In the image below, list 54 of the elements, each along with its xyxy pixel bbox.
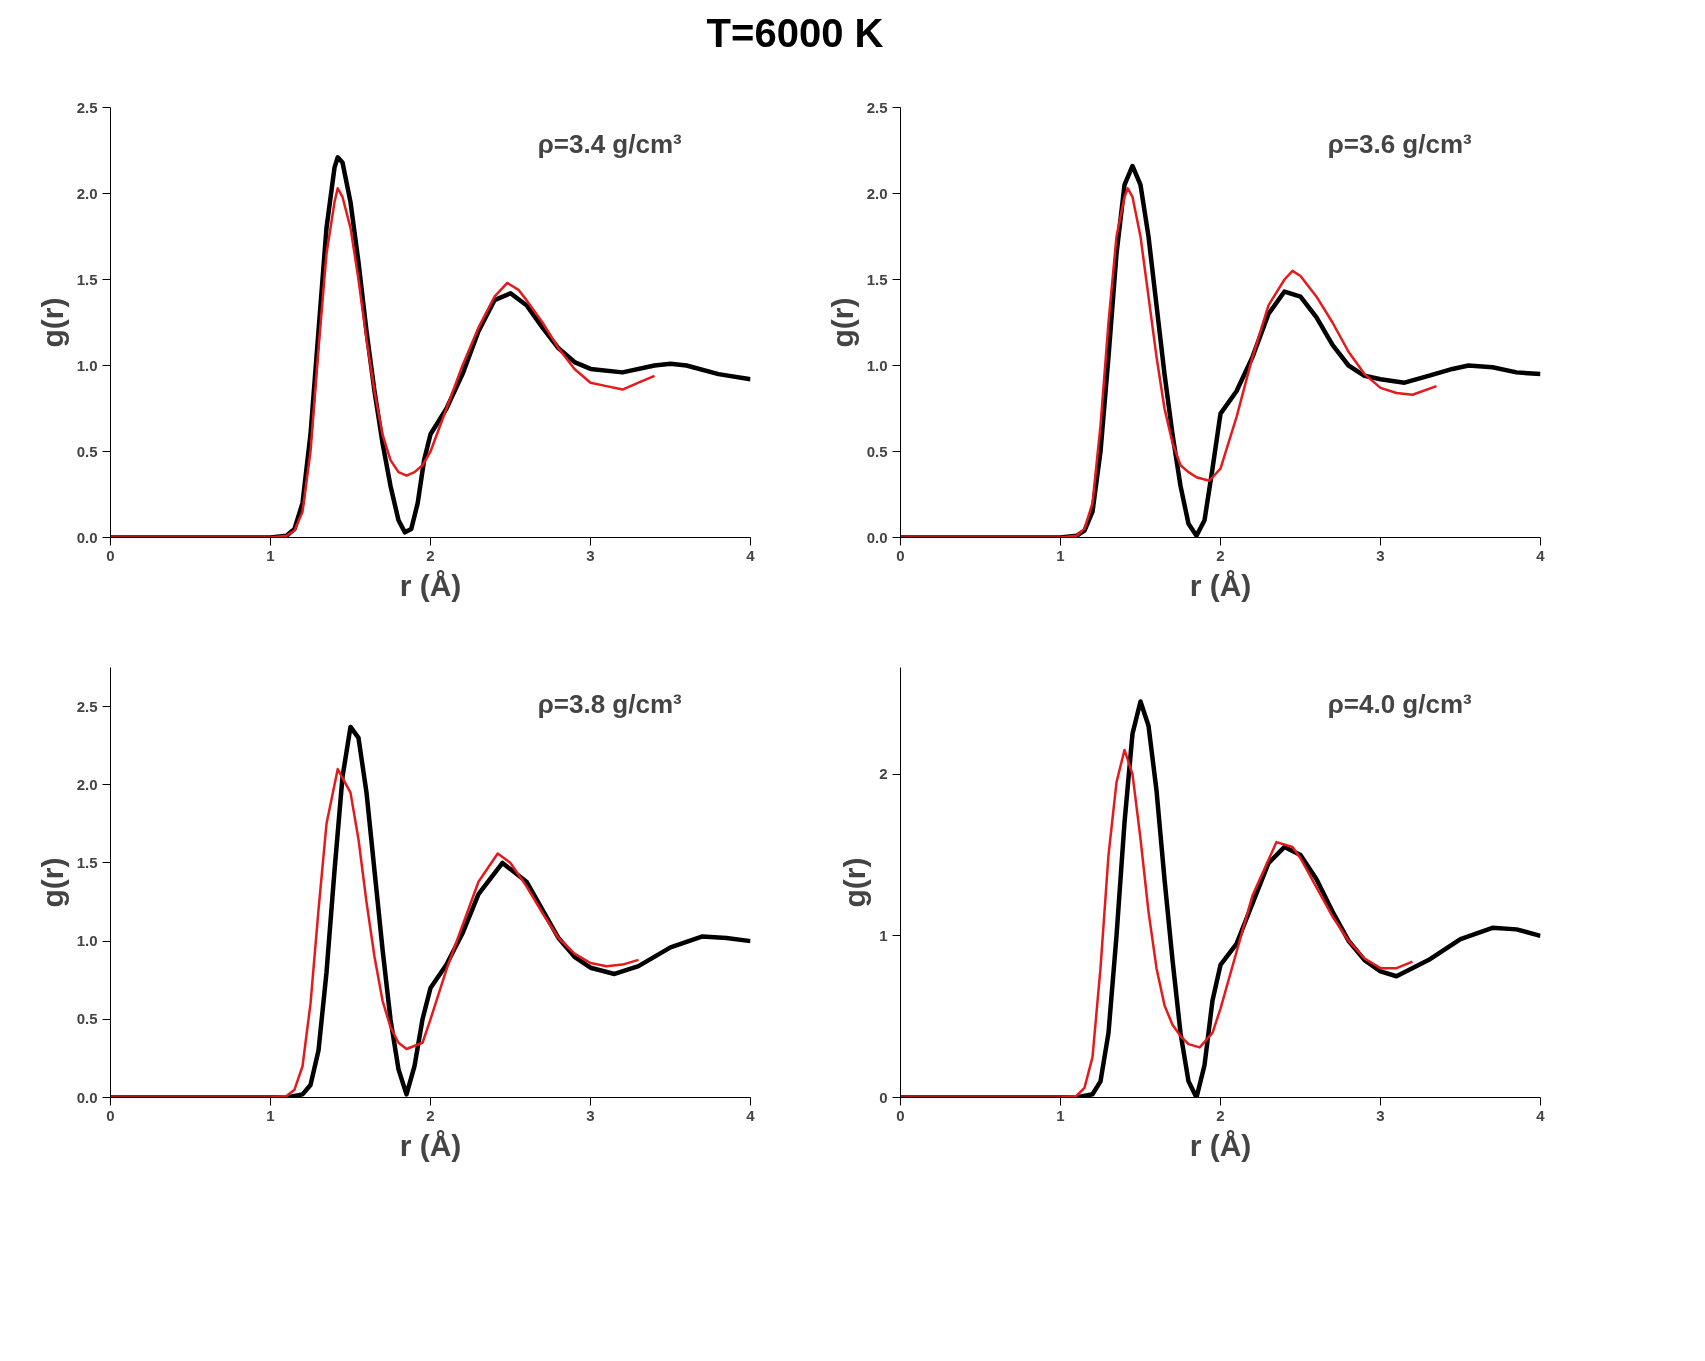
y-tick-label: 1.5 <box>76 854 98 872</box>
y-tick-label: 0.0 <box>76 528 98 546</box>
annotation: ρ=3.4 g/cm³ <box>537 129 683 160</box>
y-tick-label: 2.0 <box>866 184 888 202</box>
x-tick-label: 1 <box>266 546 275 564</box>
x-tick-label: 4 <box>1536 1106 1546 1124</box>
x-tick-label: 1 <box>1056 546 1065 564</box>
x-tick-label: 3 <box>1376 1106 1385 1124</box>
y-tick-label: 2.5 <box>76 98 98 116</box>
annotation: ρ=3.6 g/cm³ <box>1327 129 1473 160</box>
y-tick-label: 2.5 <box>76 697 98 715</box>
chart-title: T=6000 K <box>706 10 884 57</box>
y-tick-label: 2.5 <box>866 98 888 116</box>
x-tick-label: 1 <box>266 1106 275 1124</box>
x-tick-label: 0 <box>106 1106 115 1124</box>
x-tick-label: 2 <box>426 546 435 564</box>
y-axis-title: g(r) <box>35 297 69 348</box>
annotation: ρ=3.8 g/cm³ <box>537 689 683 720</box>
x-tick-label: 2 <box>1216 546 1225 564</box>
x-tick-label: 0 <box>896 546 905 564</box>
x-tick-label: 0 <box>896 1106 905 1124</box>
y-tick-label: 1.0 <box>76 932 98 950</box>
x-tick-label: 4 <box>746 546 756 564</box>
x-axis-title: r (Å) <box>399 568 462 602</box>
x-tick-label: 2 <box>1216 1106 1225 1124</box>
x-tick-label: 4 <box>746 1106 756 1124</box>
x-tick-label: 1 <box>1056 1106 1065 1124</box>
x-axis-title: r (Å) <box>1189 568 1252 602</box>
x-tick-label: 3 <box>586 546 595 564</box>
y-tick-label: 2.0 <box>76 775 98 793</box>
x-tick-label: 3 <box>586 1106 595 1124</box>
y-tick-label: 1.0 <box>76 356 98 374</box>
y-tick-label: 0 <box>879 1088 888 1106</box>
y-tick-label: 2.0 <box>76 184 98 202</box>
y-tick-label: 1.0 <box>866 356 888 374</box>
x-tick-label: 2 <box>426 1106 435 1124</box>
y-axis-title: g(r) <box>35 857 69 908</box>
y-tick-label: 0.5 <box>866 442 888 460</box>
y-tick-label: 1.5 <box>76 270 98 288</box>
y-tick-label: 0.5 <box>76 442 98 460</box>
y-tick-label: 1 <box>879 926 888 944</box>
y-axis-title: g(r) <box>825 297 859 348</box>
y-tick-label: 2 <box>879 765 888 783</box>
y-tick-label: 1.5 <box>866 270 888 288</box>
x-axis-title: r (Å) <box>1189 1128 1252 1162</box>
y-tick-label: 0.5 <box>76 1010 98 1028</box>
x-axis-title: r (Å) <box>399 1128 462 1162</box>
y-tick-label: 0.0 <box>76 1088 98 1106</box>
x-tick-label: 0 <box>106 546 115 564</box>
x-tick-label: 3 <box>1376 546 1385 564</box>
annotation: ρ=4.0 g/cm³ <box>1327 689 1473 720</box>
y-tick-label: 0.0 <box>866 528 888 546</box>
y-axis-title: g(r) <box>838 857 872 908</box>
x-tick-label: 4 <box>1536 546 1546 564</box>
